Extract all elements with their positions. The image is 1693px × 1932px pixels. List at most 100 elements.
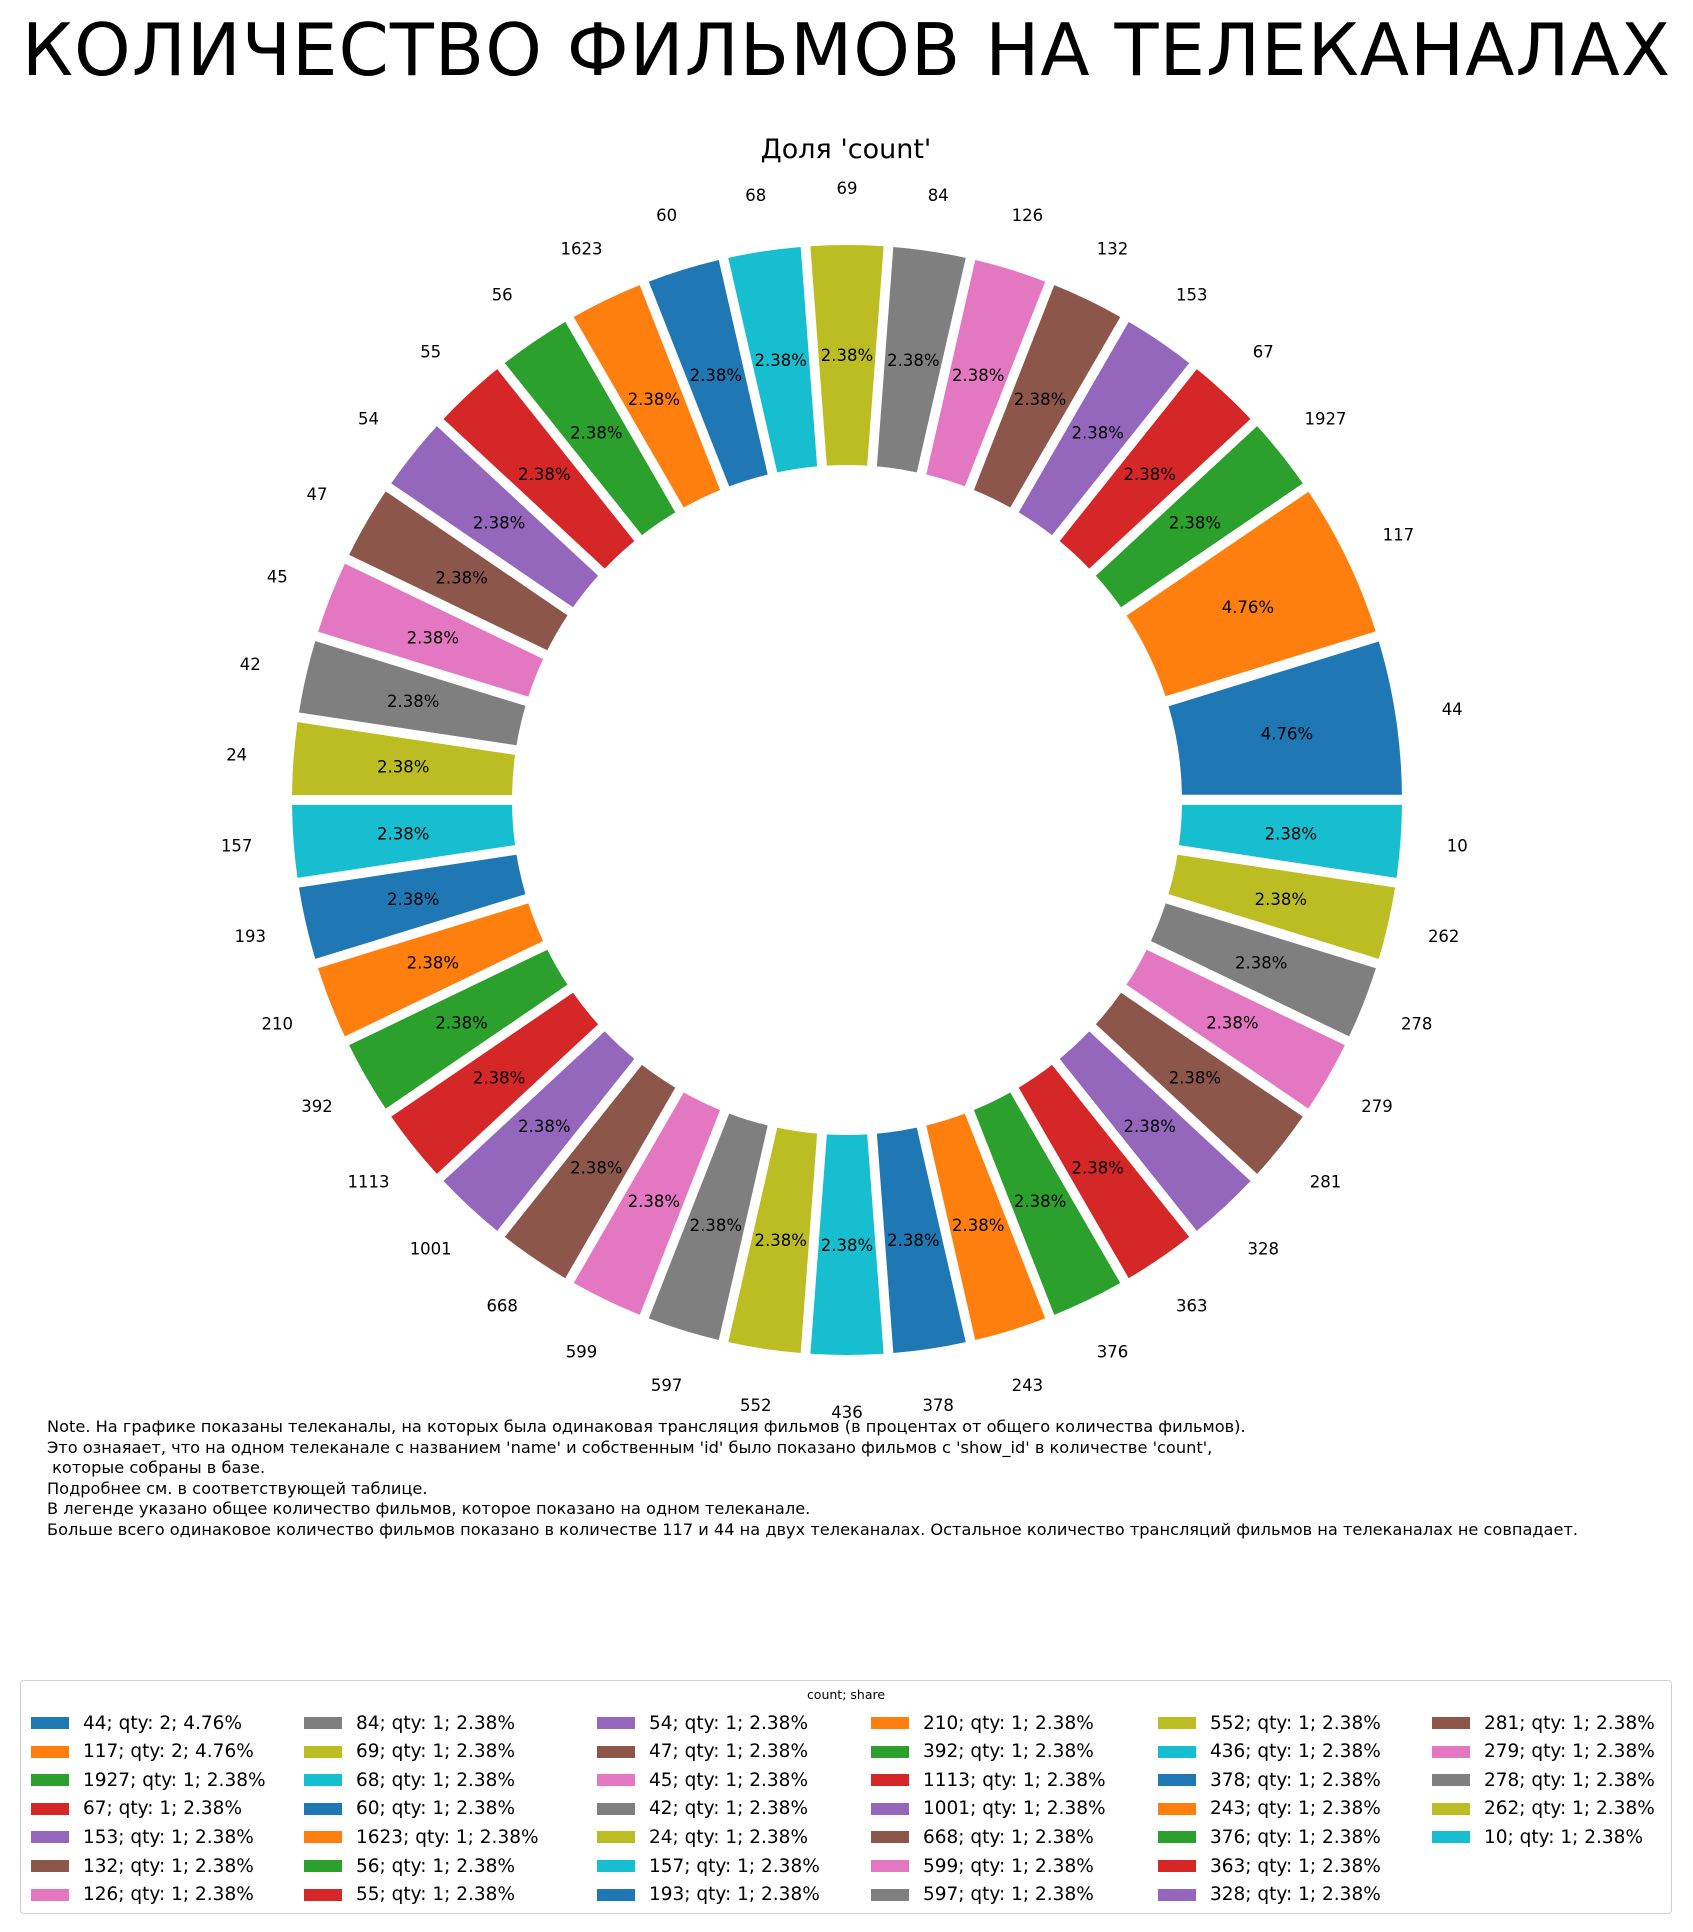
slice-category-label: 56 — [492, 285, 513, 304]
legend-label: 84; qty: 1; 2.38% — [356, 1712, 516, 1734]
pie-slice — [1168, 854, 1396, 959]
slice-percent-label: 2.38% — [1014, 390, 1066, 409]
legend-swatch — [1432, 1717, 1470, 1729]
slice-percent-label: 2.38% — [1071, 1159, 1123, 1178]
legend-item: 10; qty: 1; 2.38% — [1432, 1823, 1643, 1851]
legend-swatch — [871, 1745, 909, 1758]
legend-label: 281; qty: 1; 2.38% — [1484, 1712, 1655, 1734]
legend-item: 392; qty: 1; 2.38% — [871, 1738, 1094, 1766]
slice-category-label: 392 — [301, 1097, 333, 1116]
legend-item: 45; qty: 1; 2.38% — [597, 1766, 808, 1794]
slice-percent-label: 2.38% — [435, 1014, 487, 1033]
slice-percent-label: 2.38% — [1206, 1014, 1258, 1033]
legend-swatch — [597, 1831, 635, 1844]
legend-label: 436; qty: 1; 2.38% — [1210, 1741, 1381, 1763]
slice-category-label: 597 — [651, 1376, 683, 1395]
legend-label: 47; qty: 1; 2.38% — [649, 1741, 809, 1763]
slice-percent-label: 2.38% — [1235, 954, 1287, 973]
legend-label: 1623; qty: 1; 2.38% — [356, 1826, 539, 1848]
pie-slice — [1018, 1064, 1190, 1279]
legend-item: 436; qty: 1; 2.38% — [1158, 1738, 1381, 1766]
slice-percent-label: 2.38% — [887, 351, 939, 370]
legend-item: 1927; qty: 1; 2.38% — [31, 1766, 266, 1794]
legend-swatch — [597, 1860, 635, 1872]
legend-label: 117; qty: 2; 4.76% — [83, 1741, 254, 1763]
legend-item: 193; qty: 1; 2.38% — [597, 1881, 820, 1909]
legend-label: 668; qty: 1; 2.38% — [923, 1826, 1094, 1848]
slice-percent-label: 4.76% — [1222, 598, 1274, 617]
slice-category-label: 378 — [922, 1396, 954, 1415]
legend-swatch — [1158, 1860, 1196, 1872]
pie-slice — [728, 246, 818, 473]
legend-swatch — [597, 1888, 635, 1901]
legend-swatch — [871, 1888, 909, 1901]
legend-item: 42; qty: 1; 2.38% — [597, 1795, 808, 1823]
slice-percent-label: 2.38% — [952, 1216, 1004, 1235]
legend-label: 328; qty: 1; 2.38% — [1210, 1884, 1381, 1906]
pie-slice — [1178, 804, 1402, 878]
slice-percent-label: 2.38% — [952, 366, 1004, 385]
pie-slice — [504, 1064, 676, 1279]
slice-category-label: 599 — [566, 1342, 598, 1361]
pie-slice — [973, 285, 1121, 508]
slice-category-label: 10 — [1447, 837, 1468, 856]
slice-percent-label: 2.38% — [518, 1117, 570, 1136]
slice-percent-label: 2.38% — [1255, 890, 1307, 909]
slice-category-label: 193 — [235, 927, 267, 946]
legend-title: count; share — [806, 1687, 886, 1702]
pie-slice — [318, 563, 544, 697]
legend-item: 153; qty: 1; 2.38% — [31, 1823, 254, 1851]
legend-label: 597; qty: 1; 2.38% — [923, 1884, 1094, 1906]
slice-category-label: 210 — [262, 1015, 294, 1034]
slice-percent-label: 2.38% — [1014, 1192, 1066, 1211]
pie-slice — [1150, 903, 1376, 1037]
legend-swatch — [1432, 1831, 1470, 1844]
slice-category-label: 278 — [1401, 1015, 1433, 1034]
legend-label: 24; qty: 1; 2.38% — [649, 1826, 809, 1848]
pie-slice — [1095, 426, 1303, 608]
legend-item: 126; qty: 1; 2.38% — [31, 1881, 254, 1909]
slice-percent-label: 2.38% — [821, 346, 873, 365]
legend-label: 69; qty: 1; 2.38% — [356, 1741, 516, 1763]
legend-label: 363; qty: 1; 2.38% — [1210, 1855, 1381, 1877]
legend-item: 60; qty: 1; 2.38% — [304, 1795, 515, 1823]
legend-swatch — [31, 1802, 69, 1815]
pie-slice — [298, 641, 526, 746]
legend-swatch — [31, 1888, 69, 1901]
slice-category-label: 1623 — [561, 240, 603, 259]
slice-category-label: 132 — [1097, 240, 1129, 259]
pie-slice — [1018, 321, 1190, 536]
pie-slice — [876, 246, 966, 473]
legend-item: 67; qty: 1; 2.38% — [31, 1795, 242, 1823]
legend-label: 45; qty: 1; 2.38% — [649, 1769, 809, 1791]
pie-slice — [810, 1134, 884, 1355]
legend-label: 392; qty: 1; 2.38% — [923, 1741, 1094, 1763]
legend-label: 378; qty: 1; 2.38% — [1210, 1769, 1381, 1791]
slice-category-label: 60 — [656, 206, 677, 225]
legend-label: 279; qty: 1; 2.38% — [1484, 1741, 1655, 1763]
pie-slice — [573, 1092, 721, 1315]
legend-item: 376; qty: 1; 2.38% — [1158, 1823, 1381, 1851]
legend-label: 67; qty: 1; 2.38% — [83, 1798, 243, 1820]
legend-swatch — [1158, 1802, 1196, 1815]
slice-category-label: 328 — [1248, 1240, 1280, 1259]
legend-swatch — [304, 1745, 342, 1758]
pie-slice — [926, 260, 1046, 487]
slice-percent-label: 2.38% — [1265, 824, 1317, 843]
legend-item: 54; qty: 1; 2.38% — [597, 1709, 808, 1737]
pie-slice — [292, 722, 516, 796]
slice-percent-label: 2.38% — [690, 366, 742, 385]
legend-label: 599; qty: 1; 2.38% — [923, 1855, 1094, 1877]
pie-slice — [391, 992, 599, 1174]
legend-label: 10; qty: 1; 2.38% — [1484, 1826, 1644, 1848]
slice-category-label: 1113 — [348, 1173, 390, 1192]
pie-slice — [1059, 1031, 1251, 1231]
slice-category-label: 281 — [1310, 1173, 1342, 1192]
slice-percent-label: 2.38% — [1169, 514, 1221, 533]
legend-label: 54; qty: 1; 2.38% — [649, 1712, 809, 1734]
pie-slice — [298, 854, 526, 959]
pie-slice — [728, 1127, 818, 1354]
legend-item: 243; qty: 1; 2.38% — [1158, 1795, 1381, 1823]
slice-category-label: 436 — [831, 1403, 863, 1422]
